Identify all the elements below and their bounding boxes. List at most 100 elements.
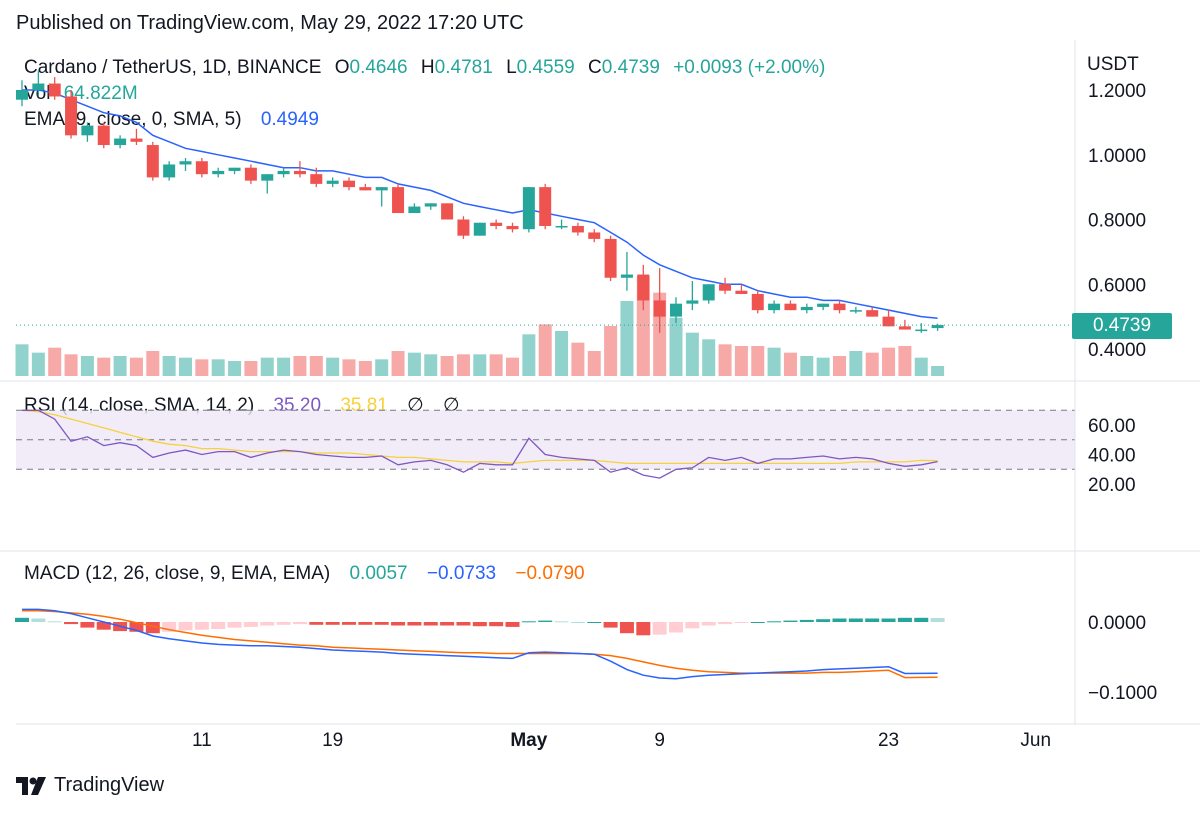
price-tick-label: 0.8000 xyxy=(1088,211,1146,232)
volume-bar xyxy=(587,351,601,376)
open-label: O xyxy=(334,57,350,78)
macd-histogram-bar xyxy=(358,622,373,625)
macd-tick-label: 0.0000 xyxy=(1088,613,1146,634)
candle xyxy=(228,167,241,175)
volume-bar xyxy=(228,361,242,376)
price-tick-label: 0.4000 xyxy=(1088,340,1146,361)
macd-hist-value: 0.0057 xyxy=(349,563,408,584)
candle xyxy=(539,183,552,230)
symbol-title: Cardano / TetherUS, 1D, BINANCE xyxy=(24,57,322,78)
macd-histogram-bar xyxy=(718,622,733,625)
candle xyxy=(146,141,159,181)
candle xyxy=(702,284,715,304)
macd-histogram-bar xyxy=(276,622,291,625)
macd-label: MACD (12, 26, close, 9, EMA, EMA) xyxy=(24,563,331,584)
high-value: 0.4781 xyxy=(434,57,493,78)
close-value: 0.4739 xyxy=(601,57,660,78)
candle-body xyxy=(882,316,895,327)
macd-histogram-bar xyxy=(897,617,912,622)
volume-bar xyxy=(718,344,732,376)
candle-body xyxy=(931,325,944,329)
candle-body xyxy=(16,90,28,100)
currency-label: USDT xyxy=(1087,54,1139,75)
macd-histogram-bar xyxy=(407,622,422,626)
macd-histogram-bar xyxy=(570,622,585,623)
volume-bar xyxy=(931,366,945,376)
candle-body xyxy=(228,167,241,171)
time-axis: 11 19 May 9 23 Jun xyxy=(192,730,1051,751)
volume-bar xyxy=(522,334,536,376)
candle-body xyxy=(915,329,928,332)
macd-histogram-bar xyxy=(750,622,765,623)
candle xyxy=(784,300,797,311)
candle xyxy=(473,222,486,236)
volume-bar xyxy=(195,359,209,376)
macd-histogram-bar xyxy=(243,622,258,627)
candle-body xyxy=(424,203,437,207)
macd-histogram-bar xyxy=(129,622,144,632)
candle-body xyxy=(670,303,682,317)
macd-histogram-bar xyxy=(685,622,700,629)
volume-bar xyxy=(620,301,634,376)
candle xyxy=(392,183,405,214)
macd-histogram-bar xyxy=(554,621,569,623)
candle-body xyxy=(522,187,535,230)
candle-body xyxy=(849,310,862,312)
volume-bar xyxy=(113,356,127,376)
footer-brand[interactable]: TradingView xyxy=(16,774,164,797)
ema-line xyxy=(22,89,938,320)
time-tick-label: 11 xyxy=(192,730,212,751)
candle-body xyxy=(48,83,61,97)
candle-body xyxy=(293,170,306,175)
candle xyxy=(931,323,944,331)
candle xyxy=(817,303,830,311)
candle-body xyxy=(97,125,110,146)
macd-histogram-bar xyxy=(636,622,651,636)
volume-bar xyxy=(15,344,29,376)
volume-bar xyxy=(48,347,62,376)
macd-histogram-bar xyxy=(652,622,667,635)
candle-body xyxy=(653,300,666,317)
volume-bar xyxy=(816,357,830,376)
candle xyxy=(97,122,110,149)
candle xyxy=(719,277,732,294)
macd-signal-line xyxy=(22,610,938,679)
candle-body xyxy=(539,187,552,226)
candle-body xyxy=(637,274,650,301)
volume-bar xyxy=(424,354,438,376)
candle-body xyxy=(212,170,225,175)
candle xyxy=(670,297,682,324)
candle xyxy=(866,306,879,317)
macd-histogram-bar xyxy=(47,621,62,623)
candle xyxy=(735,284,748,294)
volume-bar xyxy=(538,324,552,376)
macd-histogram-bar xyxy=(309,622,324,625)
macd-histogram-bar xyxy=(701,622,716,626)
candle-body xyxy=(32,83,45,90)
volume-bar xyxy=(702,339,716,376)
macd-histogram-bar xyxy=(489,622,504,627)
volume-bar xyxy=(751,346,765,376)
candle xyxy=(555,219,568,230)
macd-histogram-bar xyxy=(260,622,275,626)
macd-histogram-bar xyxy=(456,622,471,626)
candle xyxy=(375,187,388,207)
macd-histogram-bar xyxy=(505,622,520,627)
candle-body xyxy=(555,225,568,228)
tradingview-logo-icon xyxy=(16,776,46,795)
macd-histogram-bar xyxy=(832,618,847,622)
candle-body xyxy=(604,238,617,278)
ema-label: EMA (9, close, 0, SMA, 5) xyxy=(24,109,242,130)
footer-brand-text: TradingView xyxy=(54,774,165,796)
candle xyxy=(882,310,895,327)
candle-body xyxy=(326,180,339,184)
candle-body xyxy=(195,161,208,175)
candle xyxy=(424,203,437,210)
candle xyxy=(408,203,421,214)
macd-histogram-bar xyxy=(423,622,438,626)
volume-bar xyxy=(669,317,683,376)
volume-bar xyxy=(277,357,291,376)
candle-body xyxy=(310,174,323,184)
macd-histogram-bar xyxy=(799,619,814,622)
